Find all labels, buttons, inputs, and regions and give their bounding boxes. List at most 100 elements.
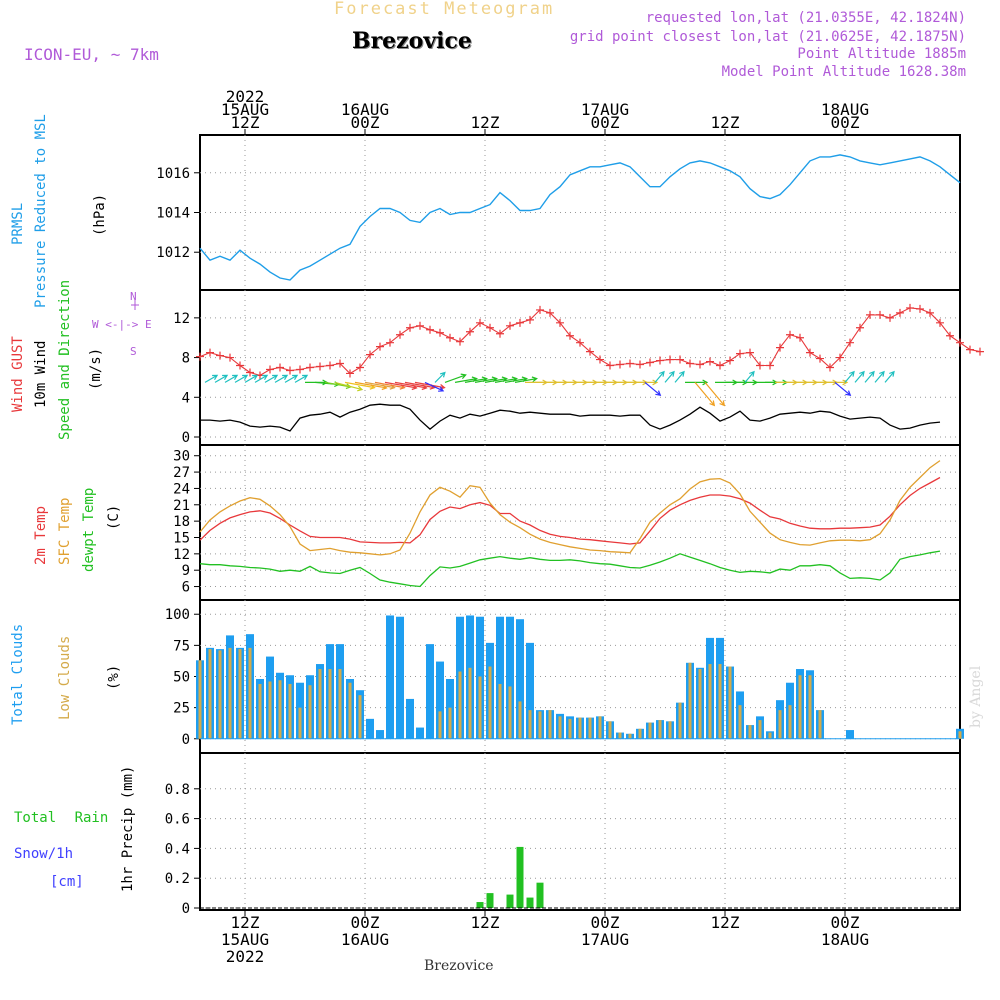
low-clouds-label: Low Clouds: [57, 635, 73, 720]
model-name: ICON-EU, ~ 7km: [24, 45, 159, 64]
bottom-time-label: 00Z: [351, 913, 380, 932]
top-time-label: 18AUG: [821, 100, 869, 119]
wind-arrow: [694, 382, 716, 407]
grid-point-lonlat: grid point closest lon,lat (21.0625E, 42…: [569, 29, 966, 45]
gust-marker: [736, 349, 744, 358]
rain-bar: [486, 893, 494, 908]
clouds-unit: (%): [106, 664, 122, 690]
low-cloud-bar: [638, 728, 642, 739]
top-time-label: 15AUG: [221, 100, 269, 119]
low-cloud-bar: [288, 683, 292, 739]
gust-marker: [576, 338, 584, 347]
low-cloud-bar: [958, 731, 962, 739]
gust-marker: [316, 362, 324, 371]
gust-marker: [966, 345, 974, 354]
wind-arrow: [874, 370, 885, 383]
gust-marker: [646, 358, 654, 367]
low-cloud-bar: [728, 666, 732, 739]
wind-arrow: [664, 370, 675, 383]
low-cloud-bar: [478, 676, 482, 739]
wind-arrow: [685, 379, 709, 386]
wind-arrow: [635, 379, 659, 386]
low-cloud-bar: [278, 680, 282, 739]
gust-marker: [506, 321, 514, 330]
gust-marker: [586, 347, 594, 356]
low-cloud-bar: [538, 711, 542, 739]
gust-marker: [306, 363, 314, 372]
snow-label: Snow/1h: [14, 846, 74, 862]
total-rain-label: Total Rain: [14, 810, 109, 826]
gust-marker: [856, 323, 864, 332]
footer-location: Brezovice: [424, 958, 494, 974]
y-tick-label: 1014: [156, 206, 190, 222]
gust-marker: [826, 363, 834, 372]
y-tick-label: 25: [173, 701, 190, 717]
y-tick-label: 1012: [156, 245, 190, 261]
wind-arrow: [244, 374, 259, 383]
rain-bar: [536, 882, 544, 908]
y-tick-label: 18: [173, 514, 190, 530]
total-cloud-bar: [406, 698, 414, 739]
total-cloud-bar: [376, 730, 384, 739]
gust-marker: [766, 361, 774, 370]
total-cloud-bar: [396, 616, 404, 739]
gust-marker: [776, 343, 784, 352]
compass-cross: [131, 300, 139, 310]
gust-marker: [526, 315, 534, 324]
gust-marker: [556, 318, 564, 327]
wind-arrow: [825, 379, 849, 386]
rain-bar: [506, 894, 514, 908]
temp2m-line: [199, 476, 941, 545]
gust-marker: [686, 359, 694, 368]
gust-marker: [446, 333, 454, 342]
wind-unit: (m/s): [88, 347, 104, 390]
low-cloud-bar: [348, 682, 352, 739]
y-tick-label: 50: [173, 670, 190, 686]
bottom-time-label: 12Z: [231, 913, 260, 932]
top-time-label: 00Z: [351, 113, 380, 132]
gust-marker: [286, 366, 294, 375]
top-time-label: 12Z: [711, 113, 740, 132]
temp2m-label: 2m Temp: [33, 505, 49, 565]
y-tick-label: 12: [173, 547, 190, 563]
gust-marker: [716, 361, 724, 370]
gust-marker: [266, 365, 274, 374]
gust-marker: [896, 308, 904, 317]
gust-marker: [666, 355, 674, 364]
pressure-line: [199, 154, 961, 281]
low-cloud-bar: [498, 683, 502, 739]
low-cloud-bar: [228, 647, 232, 739]
rain-bar: [516, 846, 524, 908]
wind-arrow: [854, 370, 865, 383]
low-cloud-bar: [558, 716, 562, 739]
gust-marker: [866, 310, 874, 319]
gust-marker: [676, 355, 684, 364]
wind-arrow: [334, 381, 364, 392]
y-tick-label: 0.6: [165, 812, 190, 828]
y-tick-label: 0: [182, 430, 190, 446]
rain-bar: [476, 902, 484, 908]
total-cloud-bar: [506, 616, 514, 739]
low-cloud-bar: [328, 669, 332, 739]
gust-marker: [226, 353, 234, 362]
low-cloud-bar: [248, 647, 252, 739]
gust-marker: [846, 338, 854, 347]
gust-marker: [296, 365, 304, 374]
gust-marker: [566, 331, 574, 340]
wind-arrow: [834, 381, 852, 396]
low-cloud-bar: [718, 664, 722, 739]
bottom-time-label: 15AUG: [221, 930, 269, 949]
low-cloud-bar: [758, 720, 762, 739]
y-tick-label: 9: [182, 563, 190, 579]
wind-arrow: [644, 381, 662, 396]
bottom-time-label: 00Z: [591, 913, 620, 932]
low-cloud-bar: [238, 649, 242, 739]
precip-unit: 1hr Precip (mm): [120, 765, 136, 892]
gust-marker: [946, 331, 954, 340]
wind-arrow: [864, 370, 875, 383]
y-tick-label: 1016: [156, 166, 190, 182]
y-tick-label: 24: [173, 481, 190, 497]
gust-marker: [886, 313, 894, 322]
y-tick-label: 0.8: [165, 782, 190, 798]
pressure-label-desc: Pressure Reduced to MSL: [33, 114, 49, 308]
